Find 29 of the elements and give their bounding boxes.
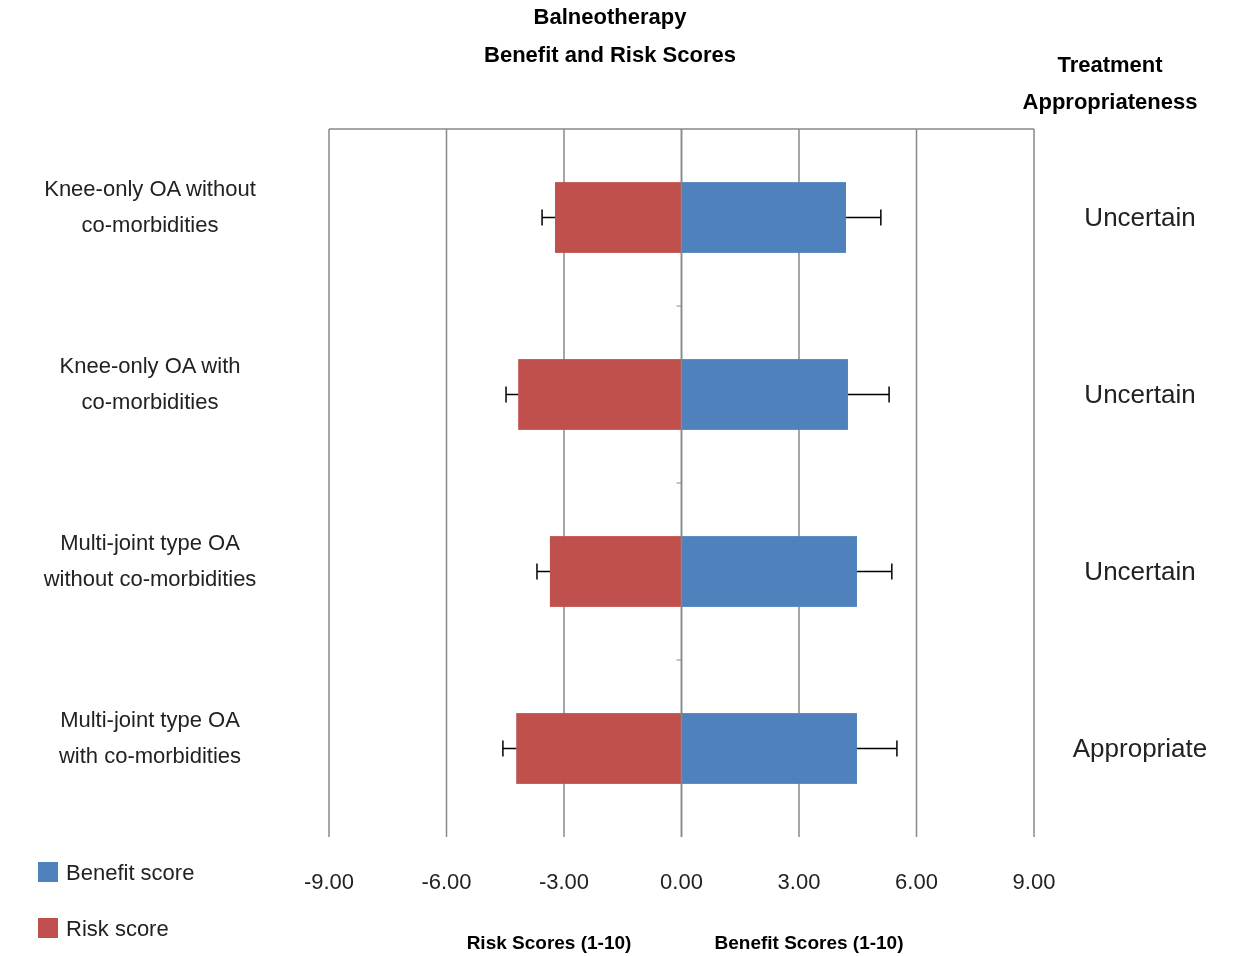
x-tick-label: -6.00 [421, 869, 472, 894]
bar [518, 359, 682, 430]
x-axis-title: Risk Scores (1-10) [466, 932, 632, 953]
y2-tick-label: Appropriate [1072, 732, 1208, 763]
x-tick-label: -3.00 [538, 869, 590, 894]
y-tick-label: Knee-only OA without co-morbidities [44, 175, 256, 237]
x-tick-label: -9.00 [303, 869, 355, 894]
x-tick-label: 9.00 [1012, 869, 1056, 894]
bar [549, 536, 682, 607]
y-tick-label: Multi-joint type OA without co-morbidities [42, 529, 257, 591]
y2-axis-title: Treatment Appropriateness [1022, 52, 1198, 114]
bar [681, 536, 857, 607]
legend-label: Risk score [66, 916, 169, 941]
y-tick-label: Multi-joint type OA with co-morbidities [57, 706, 242, 768]
bar [554, 182, 682, 253]
bar [681, 359, 848, 430]
y-tick-label: Knee-only OA with co-morbidities [59, 352, 241, 414]
legend-label: Benefit score [66, 860, 195, 885]
x-tick-label: 6.00 [895, 869, 938, 894]
chart-title: Balneotherapy Benefit and Risk Scores [484, 4, 736, 67]
x-tick-label: 3.00 [777, 869, 821, 894]
x-tick-label: 0.00 [660, 869, 703, 894]
y2-tick-label: Uncertain [1084, 201, 1196, 232]
y2-tick-label: Uncertain [1084, 555, 1196, 586]
bar [681, 713, 857, 784]
y2-tick-label: Uncertain [1084, 378, 1196, 409]
text: Benefit Scores (1-10) [714, 932, 904, 953]
bar [516, 713, 682, 784]
bar [681, 182, 846, 253]
